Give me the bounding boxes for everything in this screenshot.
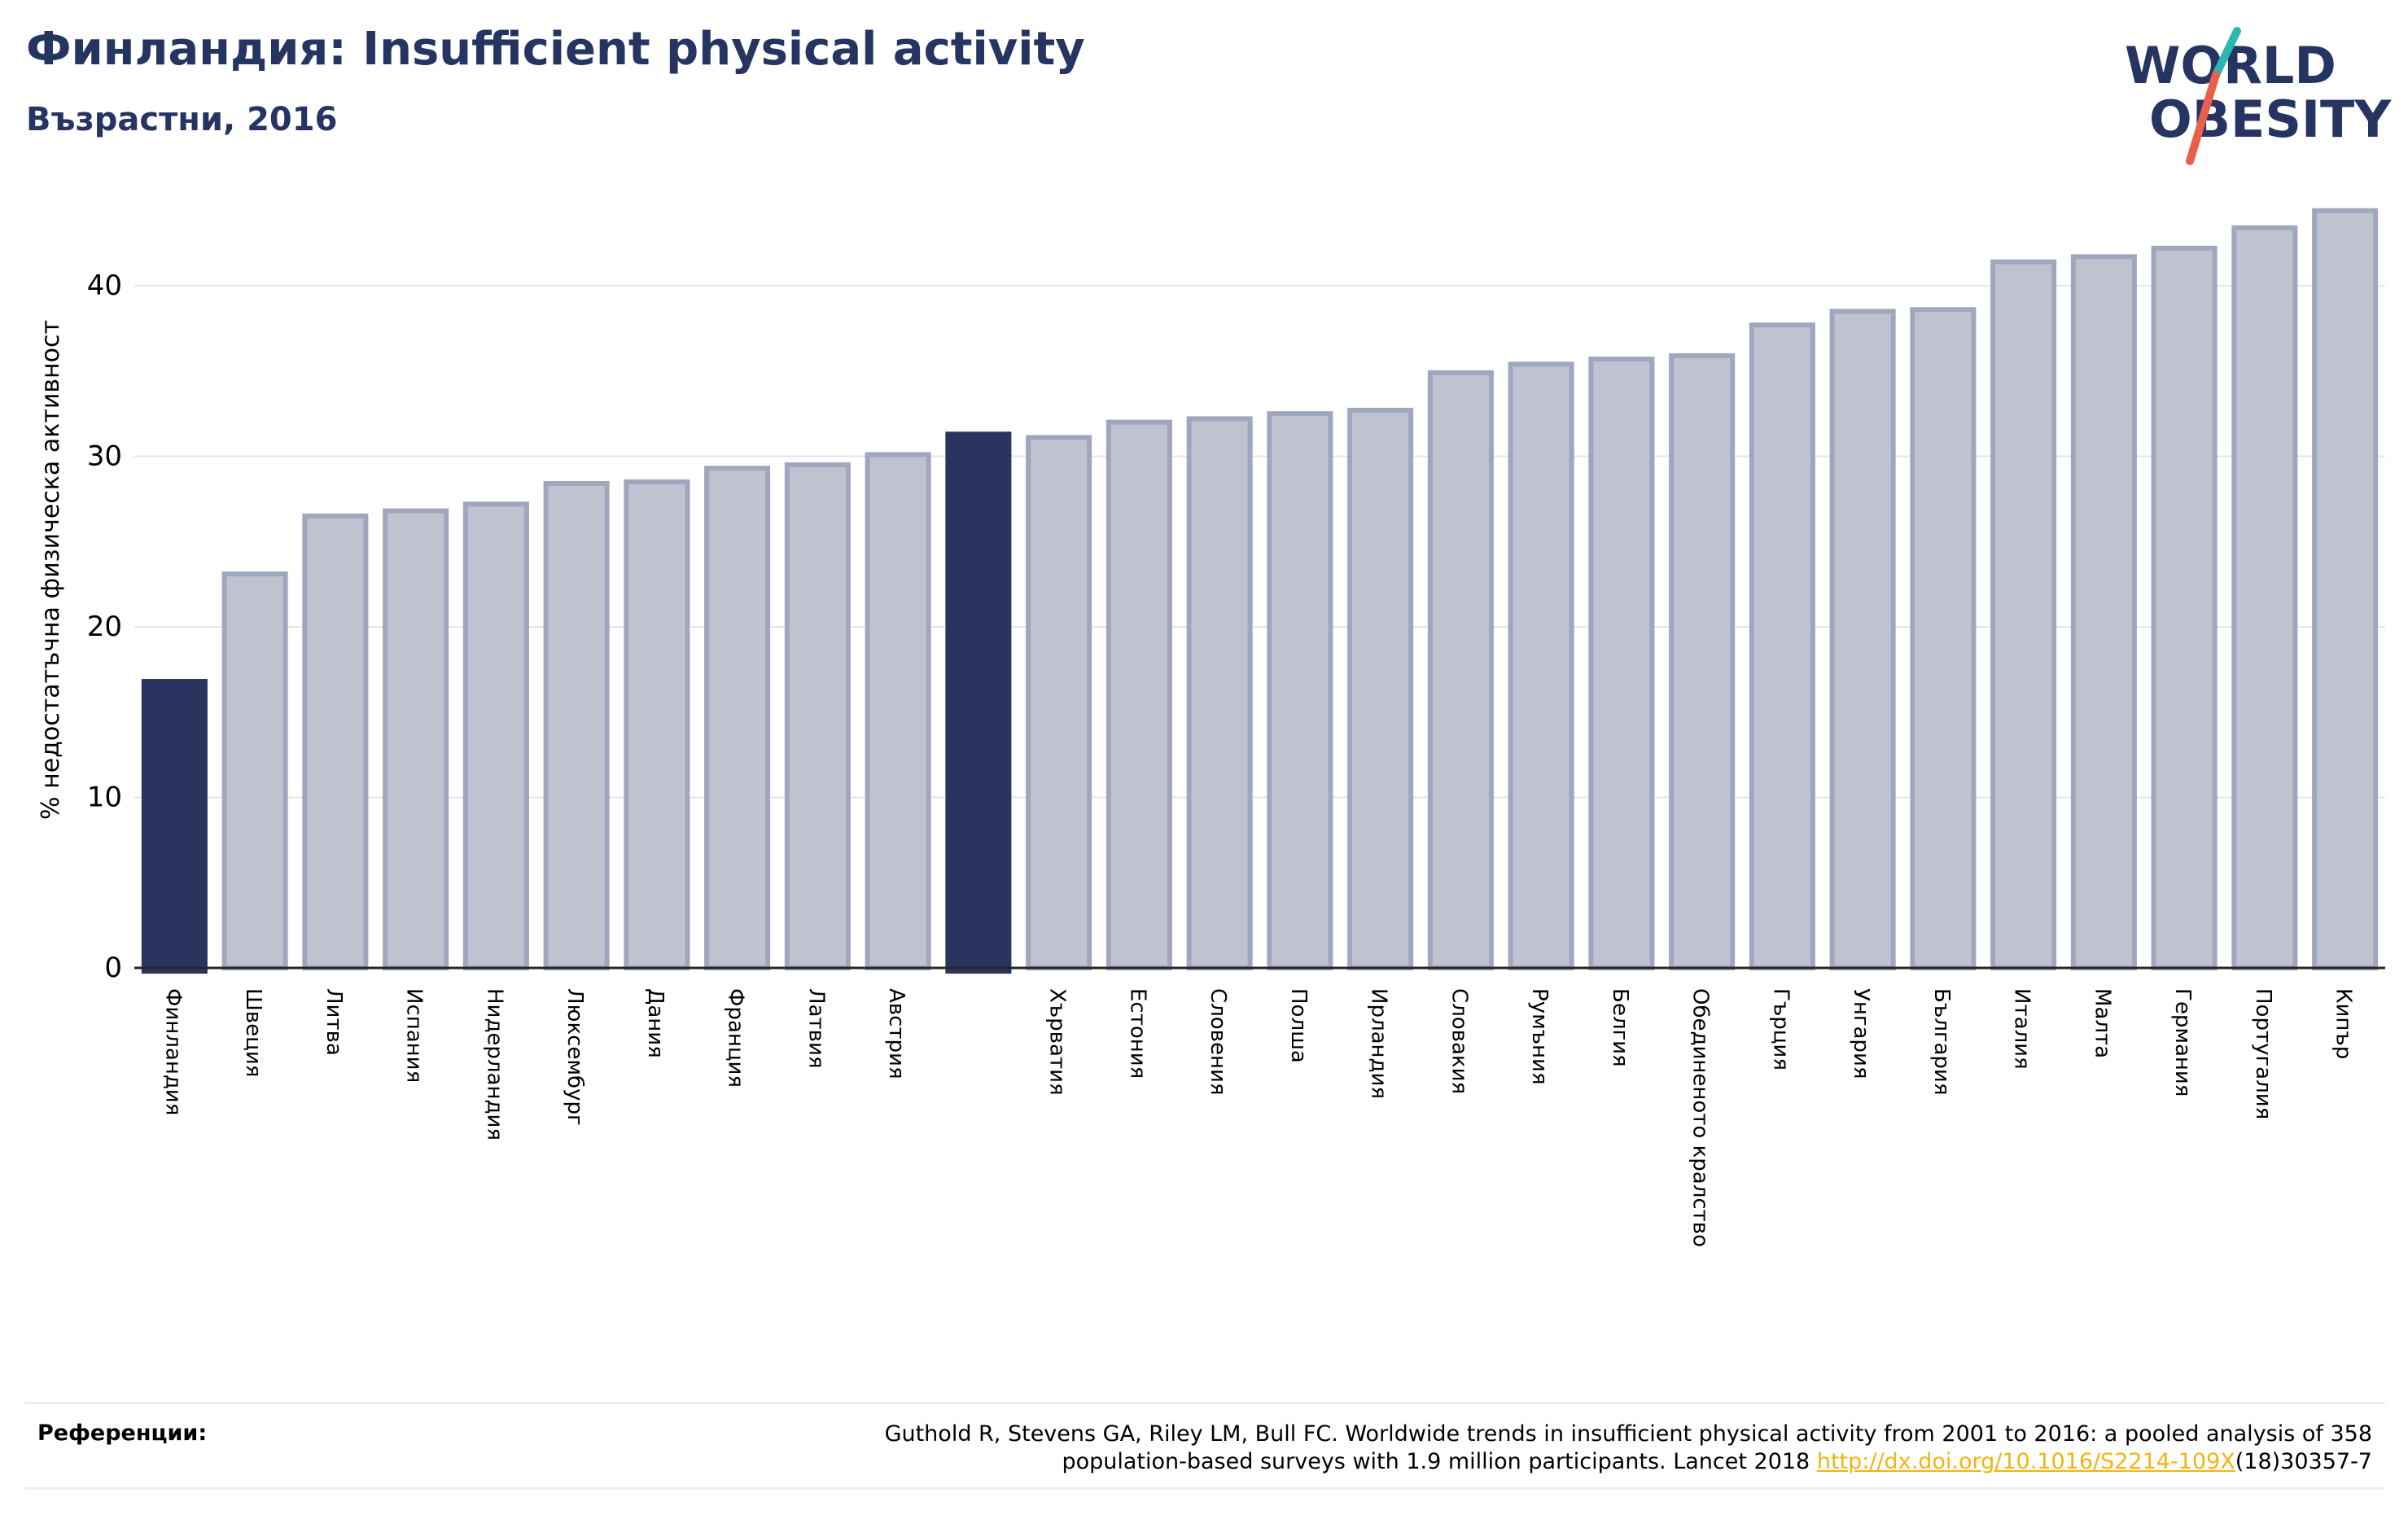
x-tick-label: Португалия: [2251, 988, 2275, 1119]
y-tick-label: 40: [87, 269, 122, 302]
bar-Португалия: [2231, 225, 2298, 970]
bar-Ирландия: [1347, 407, 1414, 970]
bar-Полша: [1267, 411, 1333, 970]
x-tick-labels: Финландия Швеция Литва Испания Нидерландия Лю…: [160, 988, 2355, 1247]
bar-highlight-average: [945, 431, 1012, 974]
x-tick-label: Белгия: [1608, 988, 1632, 1067]
references-label: Референции:: [37, 1421, 208, 1446]
bar-Испания: [383, 508, 449, 970]
bar-Дания: [624, 479, 690, 970]
bar-Унгария: [1829, 309, 1896, 970]
y-tick-label: 0: [104, 952, 122, 984]
bar-Хърватия: [1026, 435, 1092, 970]
x-tick-label: Дания: [643, 988, 668, 1058]
bar-Белгия: [1588, 357, 1655, 970]
bar-Румъния: [1508, 361, 1574, 970]
x-tick-label: Австрия: [884, 988, 908, 1079]
bar-Малта: [2070, 254, 2137, 970]
bar-Словения: [1186, 416, 1253, 970]
chart-subtitle: Възрастни, 2016: [26, 101, 338, 138]
bar-Словакия: [1427, 370, 1494, 971]
y-axis-label: % недостатъчна физическа активност: [37, 320, 65, 820]
x-tick-label: Обединеното кралство: [1688, 988, 1713, 1247]
x-tick-label: Полша: [1286, 988, 1311, 1063]
x-tick-label: Франция: [724, 988, 748, 1088]
reference-line-1: Guthold R, Stevens GA, Riley LM, Bull FC…: [884, 1421, 2372, 1447]
bar-Австрия: [865, 452, 931, 970]
bars: [141, 208, 2379, 974]
logo-line-obesity: OBESITY: [2149, 90, 2392, 149]
x-tick-label: Финландия: [160, 988, 185, 1115]
bar-Германия: [2151, 245, 2218, 971]
x-tick-label: Латвия: [803, 988, 828, 1069]
bar-Нидерландия: [462, 501, 529, 970]
x-tick-label: Унгария: [1849, 988, 1873, 1079]
x-tick-label: Испания: [402, 988, 427, 1083]
x-tick-label: Ирландия: [1367, 988, 1391, 1099]
x-tick-label: Кипър: [2331, 988, 2356, 1059]
x-tick-label: Гърция: [1768, 988, 1793, 1070]
bar-chart: 0 10 20 30 40 Финландия Швеция Литва Испания Нид…: [37, 208, 2385, 1247]
y-tick-label: 20: [87, 611, 122, 643]
x-tick-label: Люксембург: [563, 988, 587, 1126]
reference-doi-link[interactable]: http://dx.doi.org/10.1016/S2214-109X: [1816, 1449, 2235, 1474]
y-tick-label: 30: [87, 440, 122, 473]
world-obesity-logo: WORLD OBESITY: [2125, 27, 2392, 165]
reference-line-2-prefix: population-based surveys with 1.9 millio…: [1062, 1449, 1817, 1474]
x-tick-label: Хърватия: [1045, 988, 1070, 1096]
x-tick-label: Литва: [322, 988, 346, 1056]
x-tick-label: Словения: [1206, 988, 1230, 1096]
bar-Швеция: [221, 571, 288, 970]
x-tick-label: Естония: [1125, 988, 1149, 1079]
x-tick-label: Словакия: [1447, 988, 1471, 1094]
x-tick-label: Румъния: [1527, 988, 1552, 1085]
bar-Финландия: [141, 679, 208, 974]
bar-Литва: [302, 513, 369, 970]
logo-slash-teal: [2212, 27, 2241, 79]
x-tick-label: Италия: [2010, 988, 2034, 1070]
y-tick-label: 10: [87, 782, 122, 814]
chart-title: Финландия: Insufficient physical activit…: [26, 23, 1085, 76]
x-tick-label: Малта: [2090, 988, 2114, 1058]
y-tick-labels: 0 10 20 30 40: [87, 269, 122, 984]
bar-Латвия: [784, 462, 851, 970]
bar-Гърция: [1749, 322, 1815, 970]
bar-Италия: [1990, 259, 2057, 971]
references-box: Референции: Guthold R, Stevens GA, Riley…: [24, 1402, 2385, 1490]
x-tick-label: Нидерландия: [482, 988, 506, 1141]
x-tick-label: Германия: [2170, 988, 2195, 1097]
bar-Естония: [1105, 419, 1172, 970]
logo-slash-red: [2186, 71, 2220, 165]
x-tick-label: Швеция: [241, 988, 265, 1077]
x-tick-label: България: [1929, 988, 1954, 1095]
bar-Франция: [704, 466, 771, 970]
references-text: Guthold R, Stevens GA, Riley LM, Bull FC…: [500, 1421, 2372, 1476]
bar-Обединеното кралство: [1669, 352, 1736, 970]
bar-България: [1910, 307, 1977, 970]
bar-Кипър: [2312, 208, 2379, 970]
reference-line-2-suffix: (18)30357-7: [2235, 1449, 2372, 1474]
bar-Люксембург: [543, 481, 610, 970]
